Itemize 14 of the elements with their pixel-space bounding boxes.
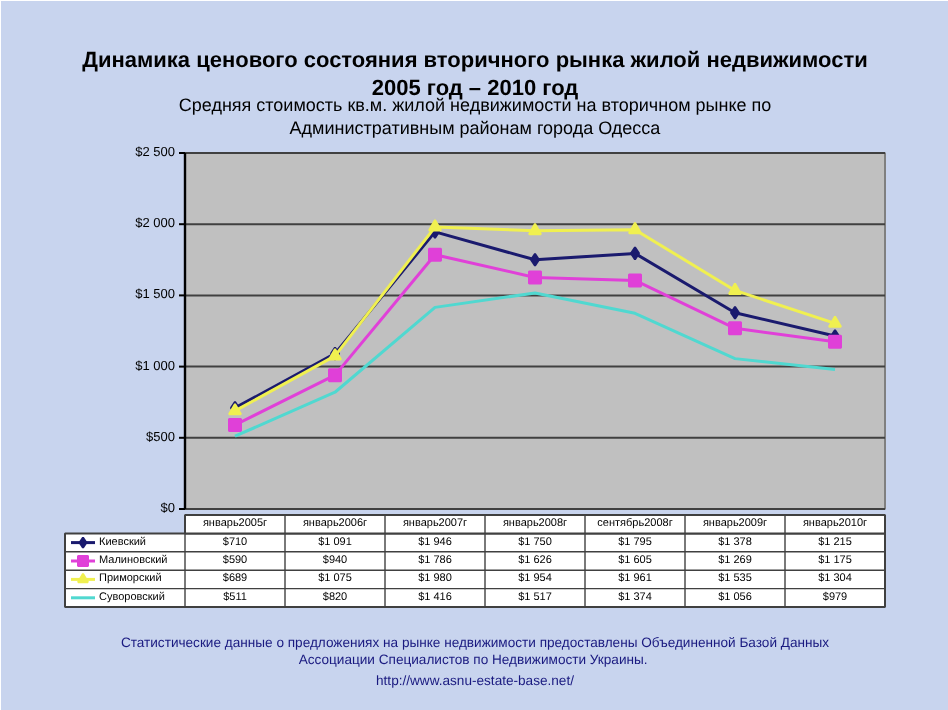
point — [828, 334, 842, 349]
point — [628, 221, 642, 235]
point — [828, 315, 842, 328]
point — [728, 282, 742, 295]
point — [628, 273, 642, 288]
point — [528, 222, 542, 236]
point — [228, 417, 242, 432]
point — [728, 321, 742, 336]
point — [428, 247, 442, 262]
point — [328, 368, 342, 383]
point — [428, 219, 442, 232]
chart-title: Динамика ценового состояния вторичного рынка жилой недвижимости 2005 год – 2010 год — [82, 49, 868, 101]
point — [528, 270, 542, 285]
line-series — [233, 291, 837, 438]
